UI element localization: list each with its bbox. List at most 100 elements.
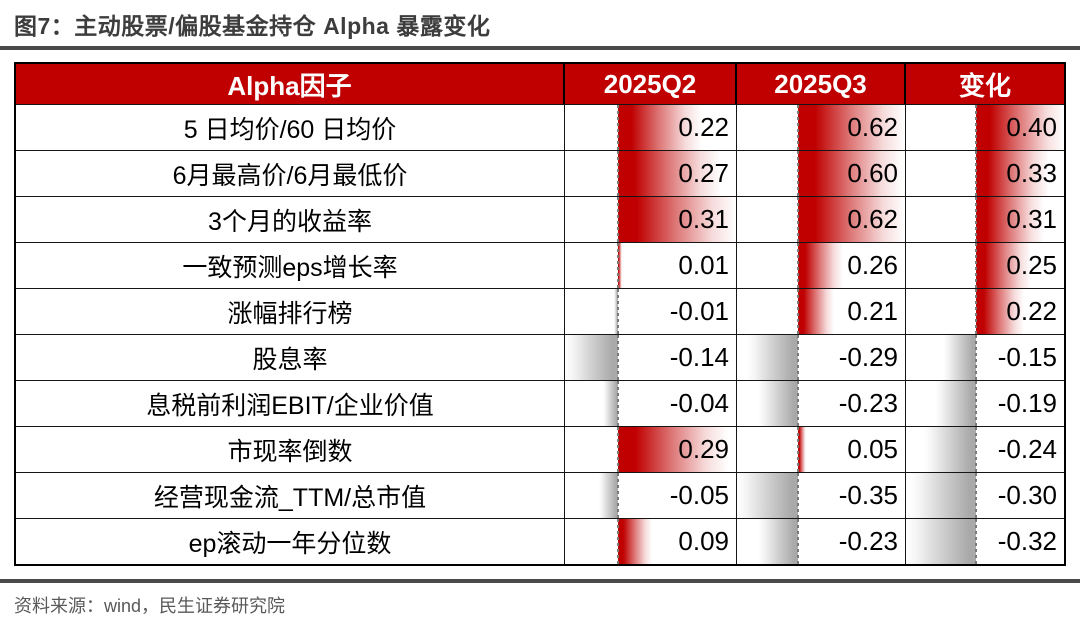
value-cell: -0.04 — [565, 381, 737, 426]
factor-name-cell: 6月最高价/6月最低价 — [16, 151, 565, 196]
zero-axis-line — [617, 473, 620, 518]
zero-axis-line — [796, 519, 799, 564]
value-cell: -0.35 — [737, 473, 906, 518]
positive-data-bar — [618, 427, 729, 472]
zero-axis-line — [796, 197, 799, 242]
cell-value: 0.01 — [678, 250, 729, 280]
cell-value: -0.24 — [997, 434, 1057, 464]
positive-data-bar — [797, 243, 843, 288]
footer-divider — [0, 579, 1080, 583]
table-row: 3个月的收益率 0.31 0.62 0.31 — [16, 196, 1064, 242]
zero-axis-line — [796, 381, 799, 426]
value-cell: 0.26 — [737, 243, 906, 288]
table-row: 息税前利润EBIT/企业价值 -0.04 -0.23 -0.19 — [16, 380, 1064, 426]
cell-value: -0.32 — [997, 526, 1057, 556]
value-cell: -0.14 — [565, 335, 737, 380]
column-header-factor: Alpha因子 — [16, 64, 565, 104]
table-row: 经营现金流_TTM/总市值 -0.05 -0.35 -0.30 — [16, 472, 1064, 518]
value-cell: -0.01 — [565, 289, 737, 334]
cell-value: 0.31 — [1006, 204, 1057, 234]
cell-value: 0.33 — [1006, 158, 1057, 188]
zero-axis-line — [796, 427, 799, 472]
zero-axis-line — [975, 427, 978, 472]
value-cell: 0.31 — [906, 197, 1064, 242]
value-cell: 0.22 — [906, 289, 1064, 334]
positive-data-bar — [797, 197, 905, 242]
cell-value: -0.01 — [669, 296, 729, 326]
cell-value: 0.22 — [678, 112, 729, 142]
zero-axis-line — [796, 243, 799, 288]
negative-data-bar — [602, 381, 619, 426]
cell-value: 0.21 — [847, 296, 898, 326]
title-underline — [0, 46, 1080, 50]
table-body: 5 日均价/60 日均价 0.22 0.62 0.40 6月最高价/6月最低价 … — [16, 104, 1064, 564]
cell-value: 0.60 — [847, 158, 898, 188]
table-header-row: Alpha因子 2025Q2 2025Q3 变化 — [16, 64, 1064, 104]
positive-data-bar — [618, 151, 721, 196]
zero-axis-line — [796, 335, 799, 380]
factor-name-cell: 涨幅排行榜 — [16, 289, 565, 334]
cell-value: 0.29 — [678, 434, 729, 464]
zero-axis-line — [796, 151, 799, 196]
value-cell: 0.31 — [565, 197, 737, 242]
negative-data-bar — [934, 381, 977, 426]
value-cell: -0.15 — [906, 335, 1064, 380]
cell-value: -0.29 — [838, 342, 898, 372]
value-cell: 0.22 — [565, 105, 737, 150]
value-cell: 0.27 — [565, 151, 737, 196]
value-cell: 0.62 — [737, 197, 906, 242]
column-header-2025q3: 2025Q3 — [737, 64, 906, 104]
source-note: 资料来源：wind，民生证券研究院 — [14, 596, 286, 616]
negative-data-bar — [906, 519, 977, 564]
zero-axis-line — [617, 289, 620, 334]
positive-data-bar — [618, 197, 736, 242]
figure-title: 图7：主动股票/偏股基金持仓 Alpha 暴露变化 — [14, 13, 491, 39]
value-cell: -0.24 — [906, 427, 1064, 472]
alpha-exposure-table: Alpha因子 2025Q2 2025Q3 变化 5 日均价/60 日均价 0.… — [14, 62, 1066, 566]
table-row: 一致预测eps增长率 0.01 0.26 0.25 — [16, 242, 1064, 288]
positive-data-bar — [797, 105, 905, 150]
value-cell: 0.01 — [565, 243, 737, 288]
table-row: 股息率 -0.14 -0.29 -0.15 — [16, 334, 1064, 380]
cell-value: 0.09 — [678, 526, 729, 556]
zero-axis-line — [617, 427, 620, 472]
table-row: 涨幅排行榜 -0.01 0.21 0.22 — [16, 288, 1064, 334]
positive-data-bar — [618, 105, 702, 150]
cell-value: -0.14 — [669, 342, 729, 372]
positive-data-bar — [976, 289, 1025, 334]
zero-axis-line — [975, 289, 978, 334]
cell-value: -0.15 — [997, 342, 1057, 372]
positive-data-bar — [618, 519, 653, 564]
cell-value: -0.23 — [838, 526, 898, 556]
cell-value: 0.62 — [847, 204, 898, 234]
negative-data-bar — [747, 335, 798, 380]
cell-value: -0.19 — [997, 388, 1057, 418]
cell-value: 0.27 — [678, 158, 729, 188]
value-cell: 0.21 — [737, 289, 906, 334]
zero-axis-line — [796, 473, 799, 518]
zero-axis-line — [975, 381, 978, 426]
cell-value: 0.40 — [1006, 112, 1057, 142]
value-cell: -0.23 — [737, 381, 906, 426]
table-row: ep滚动一年分位数 0.09 -0.23 -0.32 — [16, 518, 1064, 564]
cell-value: -0.05 — [669, 480, 729, 510]
factor-name-cell: 一致预测eps增长率 — [16, 243, 565, 288]
negative-data-bar — [614, 289, 619, 334]
zero-axis-line — [617, 105, 620, 150]
positive-data-bar — [976, 105, 1064, 150]
value-cell: 0.40 — [906, 105, 1064, 150]
value-cell: -0.23 — [737, 519, 906, 564]
value-cell: 0.05 — [737, 427, 906, 472]
value-cell: -0.29 — [737, 335, 906, 380]
factor-name-cell: 股息率 — [16, 335, 565, 380]
value-cell: -0.19 — [906, 381, 1064, 426]
zero-axis-line — [975, 519, 978, 564]
negative-data-bar — [737, 473, 798, 518]
zero-axis-line — [975, 243, 978, 288]
zero-axis-line — [975, 335, 978, 380]
table-row: 6月最高价/6月最低价 0.27 0.60 0.33 — [16, 150, 1064, 196]
value-cell: 0.09 — [565, 519, 737, 564]
report-figure: 图7：主动股票/偏股基金持仓 Alpha 暴露变化 Alpha因子 2025Q2… — [0, 13, 1080, 616]
value-cell: 0.25 — [906, 243, 1064, 288]
zero-axis-line — [975, 151, 978, 196]
